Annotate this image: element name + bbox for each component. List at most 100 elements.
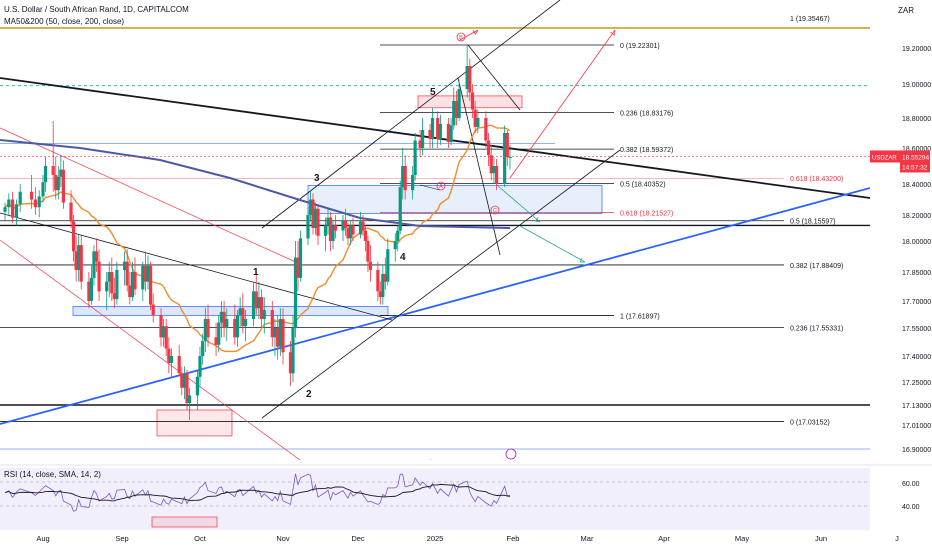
candle-body: [167, 348, 171, 363]
channel-lower: [261, 149, 621, 419]
candle-body: [59, 169, 63, 177]
x-tick-label: Mar: [581, 534, 594, 543]
candle-body: [313, 208, 318, 228]
candle-body: [164, 326, 168, 349]
red-channel-upper: [0, 127, 301, 265]
y-tick-label: 17.01000: [902, 423, 931, 430]
fib-label: 0.618 (18.21527): [620, 211, 673, 218]
pattern-marker: [456, 32, 466, 42]
candle-body: [505, 133, 509, 157]
fib-label: 0.382 (18.59372): [620, 147, 673, 154]
candle-body: [358, 221, 363, 235]
candle-body: [503, 133, 507, 184]
candle-body: [276, 328, 280, 347]
candle-body: [146, 265, 150, 282]
candle-body: [262, 310, 266, 319]
candle-body: [293, 257, 298, 328]
candle-body: [376, 269, 380, 292]
bullish-arrow: [509, 29, 616, 179]
candle-body: [225, 319, 229, 328]
candle-body: [306, 215, 310, 239]
candle-body: [259, 297, 264, 319]
candle-body: [79, 245, 83, 282]
rsi-band: [0, 468, 870, 530]
candle-body: [182, 373, 186, 388]
candle-body: [446, 124, 450, 142]
candle-body: [241, 308, 245, 327]
pattern-marker: [436, 181, 446, 191]
candle-body: [14, 204, 18, 218]
symbol-text: USDZAR: [872, 155, 897, 161]
candle-body: [238, 308, 242, 316]
fib-label: 0.5 (18.40352): [620, 181, 666, 188]
candle-body: [454, 101, 459, 118]
candle-body: [180, 373, 184, 388]
y-tick-label: 19.20000: [902, 46, 931, 53]
candle-body: [251, 291, 256, 319]
wave-label: 5: [430, 87, 436, 98]
candle-body: [217, 322, 221, 345]
price-badge: [900, 150, 930, 173]
y-tick-label: 16.90000: [902, 447, 931, 454]
demand-zone: [307, 185, 603, 214]
candle-body: [30, 191, 34, 200]
rsi-low-zone: [151, 516, 218, 528]
chart-title: U.S. Dollar / South African Rand, 1D, CA…: [4, 5, 189, 14]
y-tick-label: 17.13000: [902, 403, 931, 410]
x-tick-label: Aug: [36, 534, 49, 543]
candle-body: [198, 356, 202, 377]
pattern-label: B: [459, 35, 463, 41]
candle-body: [343, 220, 348, 228]
candle-body: [326, 217, 330, 226]
candle-body: [222, 311, 226, 328]
candle-body: [418, 140, 422, 148]
candle-body: [51, 166, 55, 175]
top-arrow: [459, 29, 479, 41]
candle-body: [308, 199, 313, 215]
candle-body: [159, 315, 163, 338]
candle-body: [465, 66, 469, 90]
x-tick-label: Sep: [115, 534, 128, 543]
candle-body: [430, 118, 435, 139]
y-tick-label: 17.25000: [902, 380, 931, 387]
rsi-sma-line: [4, 483, 511, 502]
candle-body: [348, 225, 353, 239]
candle-body: [206, 319, 210, 338]
candle-body: [143, 265, 147, 282]
candle-body: [7, 199, 11, 208]
candle-body: [484, 118, 488, 141]
candle-body: [495, 166, 499, 184]
candle-body: [411, 175, 415, 191]
x-tick-label: 2025: [427, 534, 444, 543]
candle-body: [403, 166, 407, 191]
candle-body: [133, 272, 137, 290]
candle-body: [346, 228, 350, 239]
wave-label: 3: [314, 173, 320, 184]
fib-label: 1 (19.35467): [790, 16, 830, 23]
candle-body: [449, 125, 453, 142]
candle-body: [278, 319, 282, 347]
x-tick-label: Oct: [194, 534, 207, 543]
candle-body: [243, 319, 248, 327]
candle-body: [508, 157, 512, 158]
candle-body: [151, 304, 155, 316]
fib-label: 0 (19.22301): [620, 43, 660, 50]
fib-label: 0 (17.03152): [790, 419, 830, 426]
candle-body: [87, 281, 91, 301]
candle-body: [476, 118, 480, 127]
candle-body: [203, 319, 207, 342]
bearish-arrow-2: [519, 225, 586, 263]
candle-body: [386, 249, 390, 282]
candle-body: [77, 245, 81, 270]
rsi-line: [4, 473, 511, 512]
bearish-arrow-1: [497, 185, 541, 223]
support-zone: [72, 306, 389, 316]
event-icon: [505, 448, 517, 460]
candle-body: [56, 176, 60, 191]
y-tick-label: 19.00000: [902, 82, 931, 89]
wave-label: 4: [400, 252, 406, 263]
candle-body: [296, 257, 300, 278]
fib-label: 0.382 (17.88409): [790, 263, 843, 270]
